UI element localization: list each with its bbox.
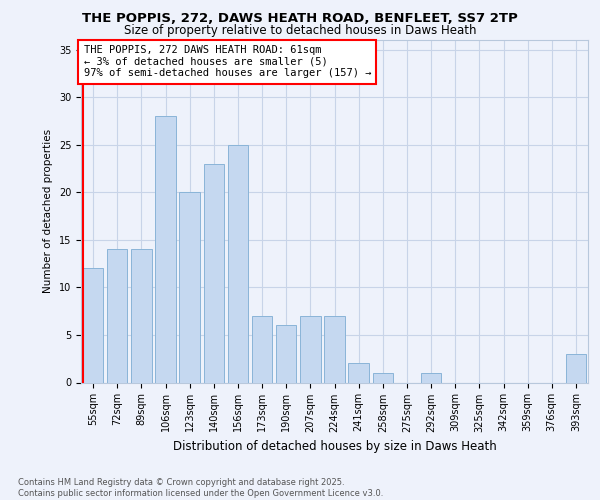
Y-axis label: Number of detached properties: Number of detached properties <box>43 129 53 294</box>
Bar <box>203 164 224 382</box>
Bar <box>155 116 176 382</box>
Bar <box>131 250 152 382</box>
Text: THE POPPIS, 272 DAWS HEATH ROAD: 61sqm
← 3% of detached houses are smaller (5)
9: THE POPPIS, 272 DAWS HEATH ROAD: 61sqm ←… <box>83 45 371 78</box>
Bar <box>349 364 369 382</box>
Bar <box>276 326 296 382</box>
Bar <box>300 316 320 382</box>
Bar <box>179 192 200 382</box>
Bar <box>373 373 393 382</box>
Text: Size of property relative to detached houses in Daws Heath: Size of property relative to detached ho… <box>124 24 476 37</box>
Bar <box>107 250 127 382</box>
Text: Contains HM Land Registry data © Crown copyright and database right 2025.
Contai: Contains HM Land Registry data © Crown c… <box>18 478 383 498</box>
Text: THE POPPIS, 272, DAWS HEATH ROAD, BENFLEET, SS7 2TP: THE POPPIS, 272, DAWS HEATH ROAD, BENFLE… <box>82 12 518 26</box>
Bar <box>421 373 442 382</box>
Bar <box>566 354 586 382</box>
Bar <box>324 316 345 382</box>
Bar <box>252 316 272 382</box>
Bar <box>227 144 248 382</box>
Bar <box>83 268 103 382</box>
X-axis label: Distribution of detached houses by size in Daws Heath: Distribution of detached houses by size … <box>173 440 496 453</box>
